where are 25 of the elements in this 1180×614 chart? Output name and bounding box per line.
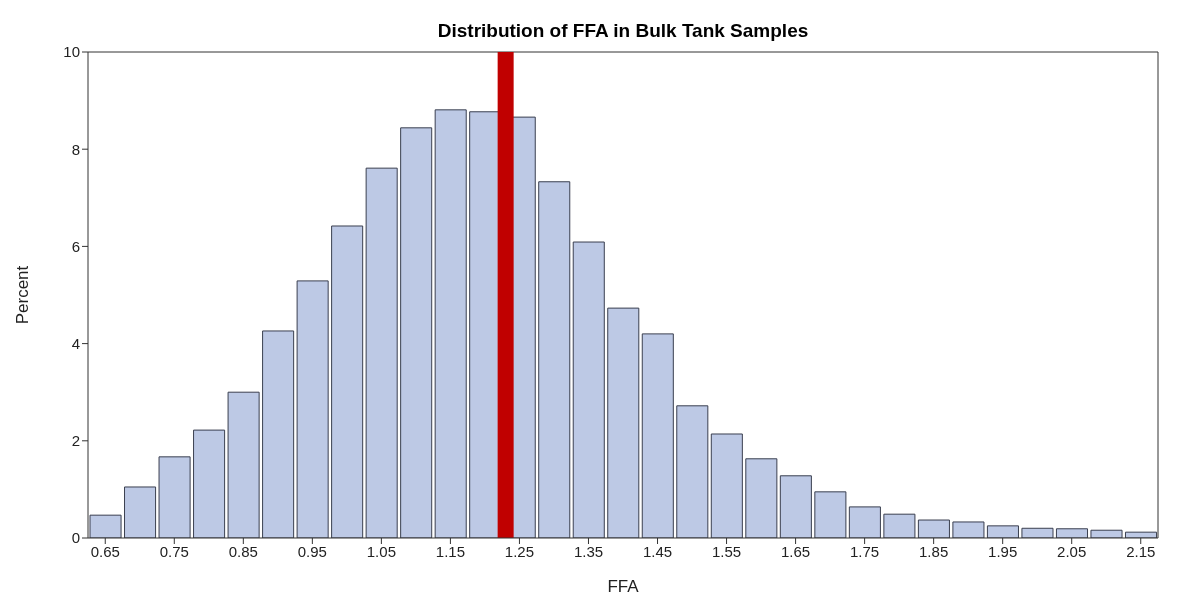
x-tick-label: 1.75 xyxy=(850,542,880,560)
y-tick-label: 4 xyxy=(71,334,80,352)
x-tick-label: 1.55 xyxy=(711,542,742,560)
x-tick-label: 1.25 xyxy=(504,542,535,560)
x-tick-label: 1.35 xyxy=(573,542,604,560)
x-tick-label: 0.65 xyxy=(90,542,120,560)
x-tick-label: 1.85 xyxy=(919,542,949,560)
chart-title: Distribution of FFA in Bulk Tank Samples xyxy=(436,20,810,42)
x-tick-label: 1.45 xyxy=(642,542,673,560)
x-axis-title: FFA xyxy=(607,577,640,596)
x-tick-label: 1.95 xyxy=(988,542,1018,560)
y-axis-title: Percent xyxy=(13,265,33,325)
y-tick-label: 0 xyxy=(71,529,80,547)
x-tick-label: 0.95 xyxy=(297,542,327,560)
x-tick-label: 1.15 xyxy=(435,542,466,560)
x-tick-label: 2.15 xyxy=(1126,542,1156,560)
x-tick-label: 0.85 xyxy=(228,542,258,560)
x-tick-label: 1.05 xyxy=(366,542,396,560)
y-tick-label: 6 xyxy=(71,237,80,255)
x-tick-label: 1.65 xyxy=(780,542,811,560)
y-tick-label: 2 xyxy=(71,432,80,450)
x-tick-label: 2.05 xyxy=(1057,542,1087,560)
y-tick-label: 10 xyxy=(63,43,80,61)
x-tick-label: 0.75 xyxy=(159,542,189,560)
y-tick-label: 8 xyxy=(71,140,80,158)
